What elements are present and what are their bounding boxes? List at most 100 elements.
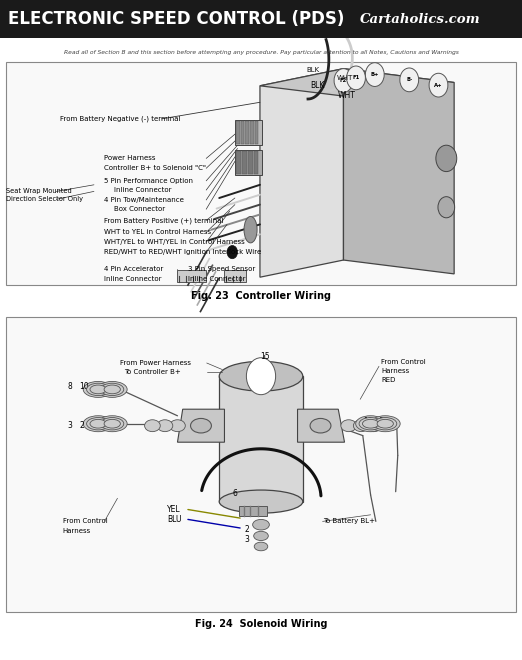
Ellipse shape (101, 418, 124, 430)
Bar (248, 151, 253, 174)
Text: From Control: From Control (63, 518, 108, 525)
Circle shape (347, 66, 365, 90)
Ellipse shape (377, 419, 394, 428)
Ellipse shape (97, 381, 127, 397)
Text: To Battery BL+: To Battery BL+ (323, 518, 375, 525)
Circle shape (438, 197, 455, 218)
Circle shape (400, 68, 419, 92)
Bar (236, 121, 240, 144)
Text: Direction Selector Only: Direction Selector Only (6, 196, 84, 203)
Text: B-: B- (406, 77, 412, 82)
Text: Inline Connector: Inline Connector (188, 275, 245, 282)
Text: B+: B+ (371, 72, 379, 77)
Polygon shape (177, 409, 224, 442)
Bar (177, 270, 206, 282)
Text: Fig. 23  Controller Wiring: Fig. 23 Controller Wiring (191, 291, 331, 302)
Text: Harness: Harness (63, 527, 91, 534)
Text: ELECTRONIC SPEED CONTROL (PDS): ELECTRONIC SPEED CONTROL (PDS) (8, 10, 344, 28)
Text: BLK: BLK (306, 67, 320, 73)
Ellipse shape (191, 418, 211, 433)
Bar (219, 376, 303, 502)
Circle shape (429, 73, 448, 97)
Text: 4 Pin Accelerator: 4 Pin Accelerator (104, 266, 164, 273)
Text: To Controller B+: To Controller B+ (124, 369, 181, 376)
Text: 6: 6 (232, 489, 237, 498)
Text: 10: 10 (79, 381, 89, 391)
Text: Inline Connector: Inline Connector (104, 275, 162, 282)
Text: 8: 8 (68, 381, 73, 391)
Text: Seat Wrap Mounted: Seat Wrap Mounted (6, 188, 72, 195)
Circle shape (365, 63, 384, 86)
Text: F2: F2 (340, 78, 347, 83)
Bar (235, 120, 262, 145)
Polygon shape (260, 69, 343, 277)
Ellipse shape (310, 418, 331, 433)
Text: WHT/YEL to WHT/YEL in Control Harness: WHT/YEL to WHT/YEL in Control Harness (104, 239, 245, 246)
Text: WHT to YEL in Control Harness: WHT to YEL in Control Harness (104, 229, 211, 236)
Circle shape (436, 145, 457, 172)
Text: 3: 3 (68, 421, 73, 430)
Text: Harness: Harness (381, 368, 409, 374)
Text: YEL: YEL (167, 505, 181, 514)
Ellipse shape (83, 381, 113, 397)
Ellipse shape (101, 383, 124, 395)
Ellipse shape (90, 385, 106, 394)
Polygon shape (343, 69, 454, 274)
Text: 15: 15 (260, 352, 269, 361)
Ellipse shape (90, 419, 106, 428)
Bar (241, 121, 244, 144)
Ellipse shape (341, 420, 357, 432)
Circle shape (334, 69, 353, 92)
Polygon shape (260, 69, 454, 100)
Ellipse shape (219, 490, 303, 513)
Ellipse shape (219, 361, 303, 391)
Text: BLU: BLU (167, 515, 182, 524)
Ellipse shape (359, 418, 382, 430)
Text: WHT: WHT (338, 90, 356, 100)
Bar (255, 121, 258, 144)
Text: From Battery Positive (+) terminal: From Battery Positive (+) terminal (104, 217, 224, 224)
Text: Controller B+ to Solenoid "C": Controller B+ to Solenoid "C" (104, 165, 206, 172)
Text: From Power Harness: From Power Harness (120, 360, 191, 366)
Bar (224, 270, 246, 282)
Text: Power Harness: Power Harness (104, 155, 156, 162)
Bar (239, 506, 267, 516)
Ellipse shape (244, 216, 257, 243)
Ellipse shape (104, 419, 121, 428)
Bar (250, 121, 254, 144)
Text: From Control: From Control (381, 358, 426, 365)
Bar (6, 317, 516, 612)
Bar (236, 151, 241, 174)
Text: Read all of Section B and this section before attempting any procedure. Pay part: Read all of Section B and this section b… (64, 50, 458, 55)
Ellipse shape (374, 418, 397, 430)
Ellipse shape (145, 420, 160, 432)
Bar (0, 0, 522, 38)
Text: 4 Pin Tow/Maintenance: 4 Pin Tow/Maintenance (104, 197, 184, 203)
Text: 8: 8 (379, 416, 384, 426)
Bar (242, 151, 247, 174)
Text: 3: 3 (244, 535, 249, 544)
Ellipse shape (97, 416, 127, 432)
Polygon shape (298, 409, 345, 442)
Text: RED/WHT to RED/WHT Ignition Interlock Wire: RED/WHT to RED/WHT Ignition Interlock Wi… (104, 249, 262, 255)
Ellipse shape (87, 383, 110, 395)
Text: WHT: WHT (336, 75, 353, 81)
Ellipse shape (104, 385, 121, 394)
Text: 10: 10 (363, 416, 373, 426)
Text: Fig. 24  Solenoid Wiring: Fig. 24 Solenoid Wiring (195, 618, 327, 629)
Text: Inline Connector: Inline Connector (114, 187, 171, 193)
Ellipse shape (253, 519, 269, 530)
Circle shape (246, 358, 276, 395)
Text: 5 Pin Performance Option: 5 Pin Performance Option (104, 178, 193, 184)
Ellipse shape (362, 419, 379, 428)
Bar (235, 150, 262, 175)
Text: 3 Pin Speed Sensor: 3 Pin Speed Sensor (188, 266, 255, 273)
Bar (6, 62, 516, 285)
Text: Box Connector: Box Connector (114, 206, 165, 213)
Ellipse shape (355, 416, 386, 432)
Text: From Battery Negative (-) terminal: From Battery Negative (-) terminal (60, 115, 181, 122)
Ellipse shape (83, 416, 113, 432)
Text: 2: 2 (79, 421, 84, 430)
Text: Cartaholics.com: Cartaholics.com (360, 13, 481, 26)
Text: RED: RED (381, 377, 396, 383)
